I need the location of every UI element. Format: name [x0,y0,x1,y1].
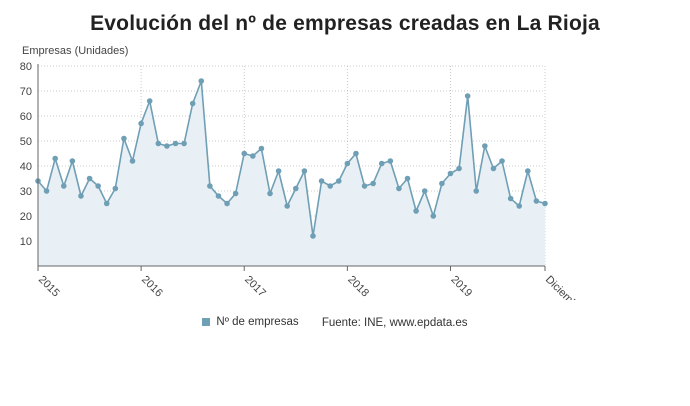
data-point [43,188,50,194]
data-point [267,190,273,197]
data-point [129,158,136,164]
data-point [387,158,394,164]
data-point [482,143,488,149]
legend-series-label: Nº de empresas [216,316,299,328]
x-tick-label: 2017 [242,274,268,300]
data-point [439,180,445,187]
data-point [361,183,368,189]
data-point [413,208,419,214]
data-point [155,140,162,147]
data-point [464,93,471,99]
data-point [335,178,342,184]
data-point [138,120,144,127]
data-point [164,143,170,149]
y-tick-label: 20 [20,211,32,223]
data-point [525,168,531,174]
data-point [533,198,540,204]
data-point [121,135,127,142]
data-point [146,98,153,104]
data-point [69,158,76,164]
legend: Nº de empresas Fuente: INE, www.epdata.e… [0,316,690,329]
data-point [232,190,239,197]
data-point [396,185,402,192]
data-point [473,188,480,194]
y-tick-label: 70 [20,86,32,98]
data-point [327,183,333,189]
y-tick-label: 80 [20,61,32,73]
data-point [241,150,248,157]
data-point [86,175,93,182]
chart: 10 20 30 40 50 60 70 80 2015 2016 2017 2018 2019 Dici… [20,61,587,300]
data-point [224,200,230,207]
data-point [344,160,351,167]
source-text: Fuente: INE, www.epdata.es [321,317,468,329]
data-point [310,233,316,239]
y-tick-label: 50 [20,136,32,148]
data-point [447,170,454,177]
data-point [507,195,514,202]
data-point [52,155,58,162]
data-point [353,150,359,157]
data-point [112,185,119,192]
data-point [207,183,213,189]
chart-title: Evolución del nº de empresas creadas en … [90,12,600,35]
data-point [318,178,325,184]
y-tick-label: 60 [20,111,32,123]
y-tick-label: 10 [20,236,32,248]
data-point [250,153,256,159]
y-tick-label: 40 [20,161,32,173]
series-line [37,80,546,237]
x-tick-label: 2018 [345,274,371,300]
source-note: Fuente: INE, www.epdata.es [322,317,468,329]
data-point [456,165,462,172]
data-point [181,140,187,147]
data-point [499,158,505,164]
data-point [421,188,428,194]
data-point [404,175,411,182]
data-point [370,180,376,187]
legend-swatch-icon [202,318,211,326]
x-tick-label: 2015 [36,274,62,300]
data-point [516,203,523,209]
data-point [258,145,265,152]
data-point [60,183,67,189]
data-point [172,140,179,147]
y-tick-label: 30 [20,186,32,198]
y-axis-label: Empresas (Unidades) [22,45,129,57]
data-point [292,185,299,192]
data-point [284,203,291,209]
x-tick-label: 2019 [448,274,474,300]
data-point [378,160,385,167]
data-point [198,78,205,84]
data-point [275,168,282,174]
data-point [189,100,196,107]
data-point [95,183,101,189]
data-point [430,213,437,219]
x-tick-label: 2016 [139,274,165,300]
data-point [103,200,110,207]
data-point [301,168,308,174]
series-area [38,81,545,266]
data-point [78,193,84,199]
legend-item[interactable]: Nº de empresas [202,316,299,328]
data-point [542,200,548,207]
data-point [490,165,497,172]
x-tick-label: Diciembre [543,274,586,300]
data-point [215,193,222,199]
